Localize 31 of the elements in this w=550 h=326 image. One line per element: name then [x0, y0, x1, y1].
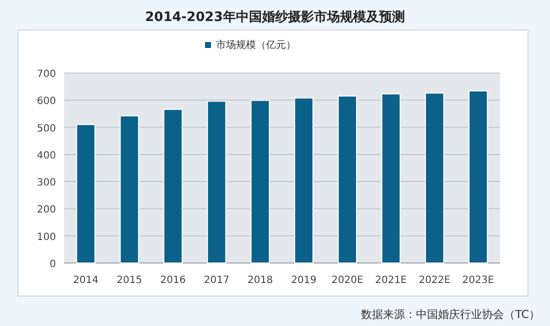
- bar: [250, 100, 270, 264]
- y-tick-label: 0: [50, 259, 56, 270]
- x-tick-label: 2020E: [332, 275, 364, 286]
- y-tick-label: 500: [36, 123, 56, 134]
- bar: [120, 115, 140, 264]
- source-note: 数据来源：中国婚庆行业协会（TC）: [361, 308, 540, 321]
- y-tick-label: 100: [36, 232, 56, 243]
- x-tick-label: 2015: [116, 275, 142, 286]
- bar: [76, 124, 96, 264]
- x-tick-label: 2021E: [375, 275, 407, 286]
- x-tick-label: 2023E: [462, 275, 494, 286]
- x-tick-label: 2022E: [418, 275, 450, 286]
- x-tick-label: 2018: [247, 275, 273, 286]
- x-tick-label: 2017: [204, 275, 230, 286]
- bar: [294, 97, 314, 264]
- y-tick-label: 200: [36, 204, 56, 216]
- y-tick-label: 400: [36, 150, 56, 162]
- y-tick-label: 700: [36, 69, 56, 80]
- chart-title: 2014-2023年中国婚纱摄影市场规模及预测: [145, 9, 405, 25]
- x-tick-label: 2019: [291, 275, 317, 286]
- x-tick-label: 2014: [73, 275, 99, 286]
- bar: [468, 90, 488, 264]
- bar: [206, 100, 226, 264]
- bar: [163, 108, 183, 264]
- y-tick-label: 600: [36, 96, 56, 108]
- x-tick-label: 2016: [160, 275, 186, 286]
- legend-label: 市场规模（亿元）: [216, 39, 296, 51]
- bar: [381, 93, 401, 264]
- bar: [338, 96, 358, 264]
- y-tick-label: 300: [36, 178, 56, 189]
- bar: [424, 92, 444, 264]
